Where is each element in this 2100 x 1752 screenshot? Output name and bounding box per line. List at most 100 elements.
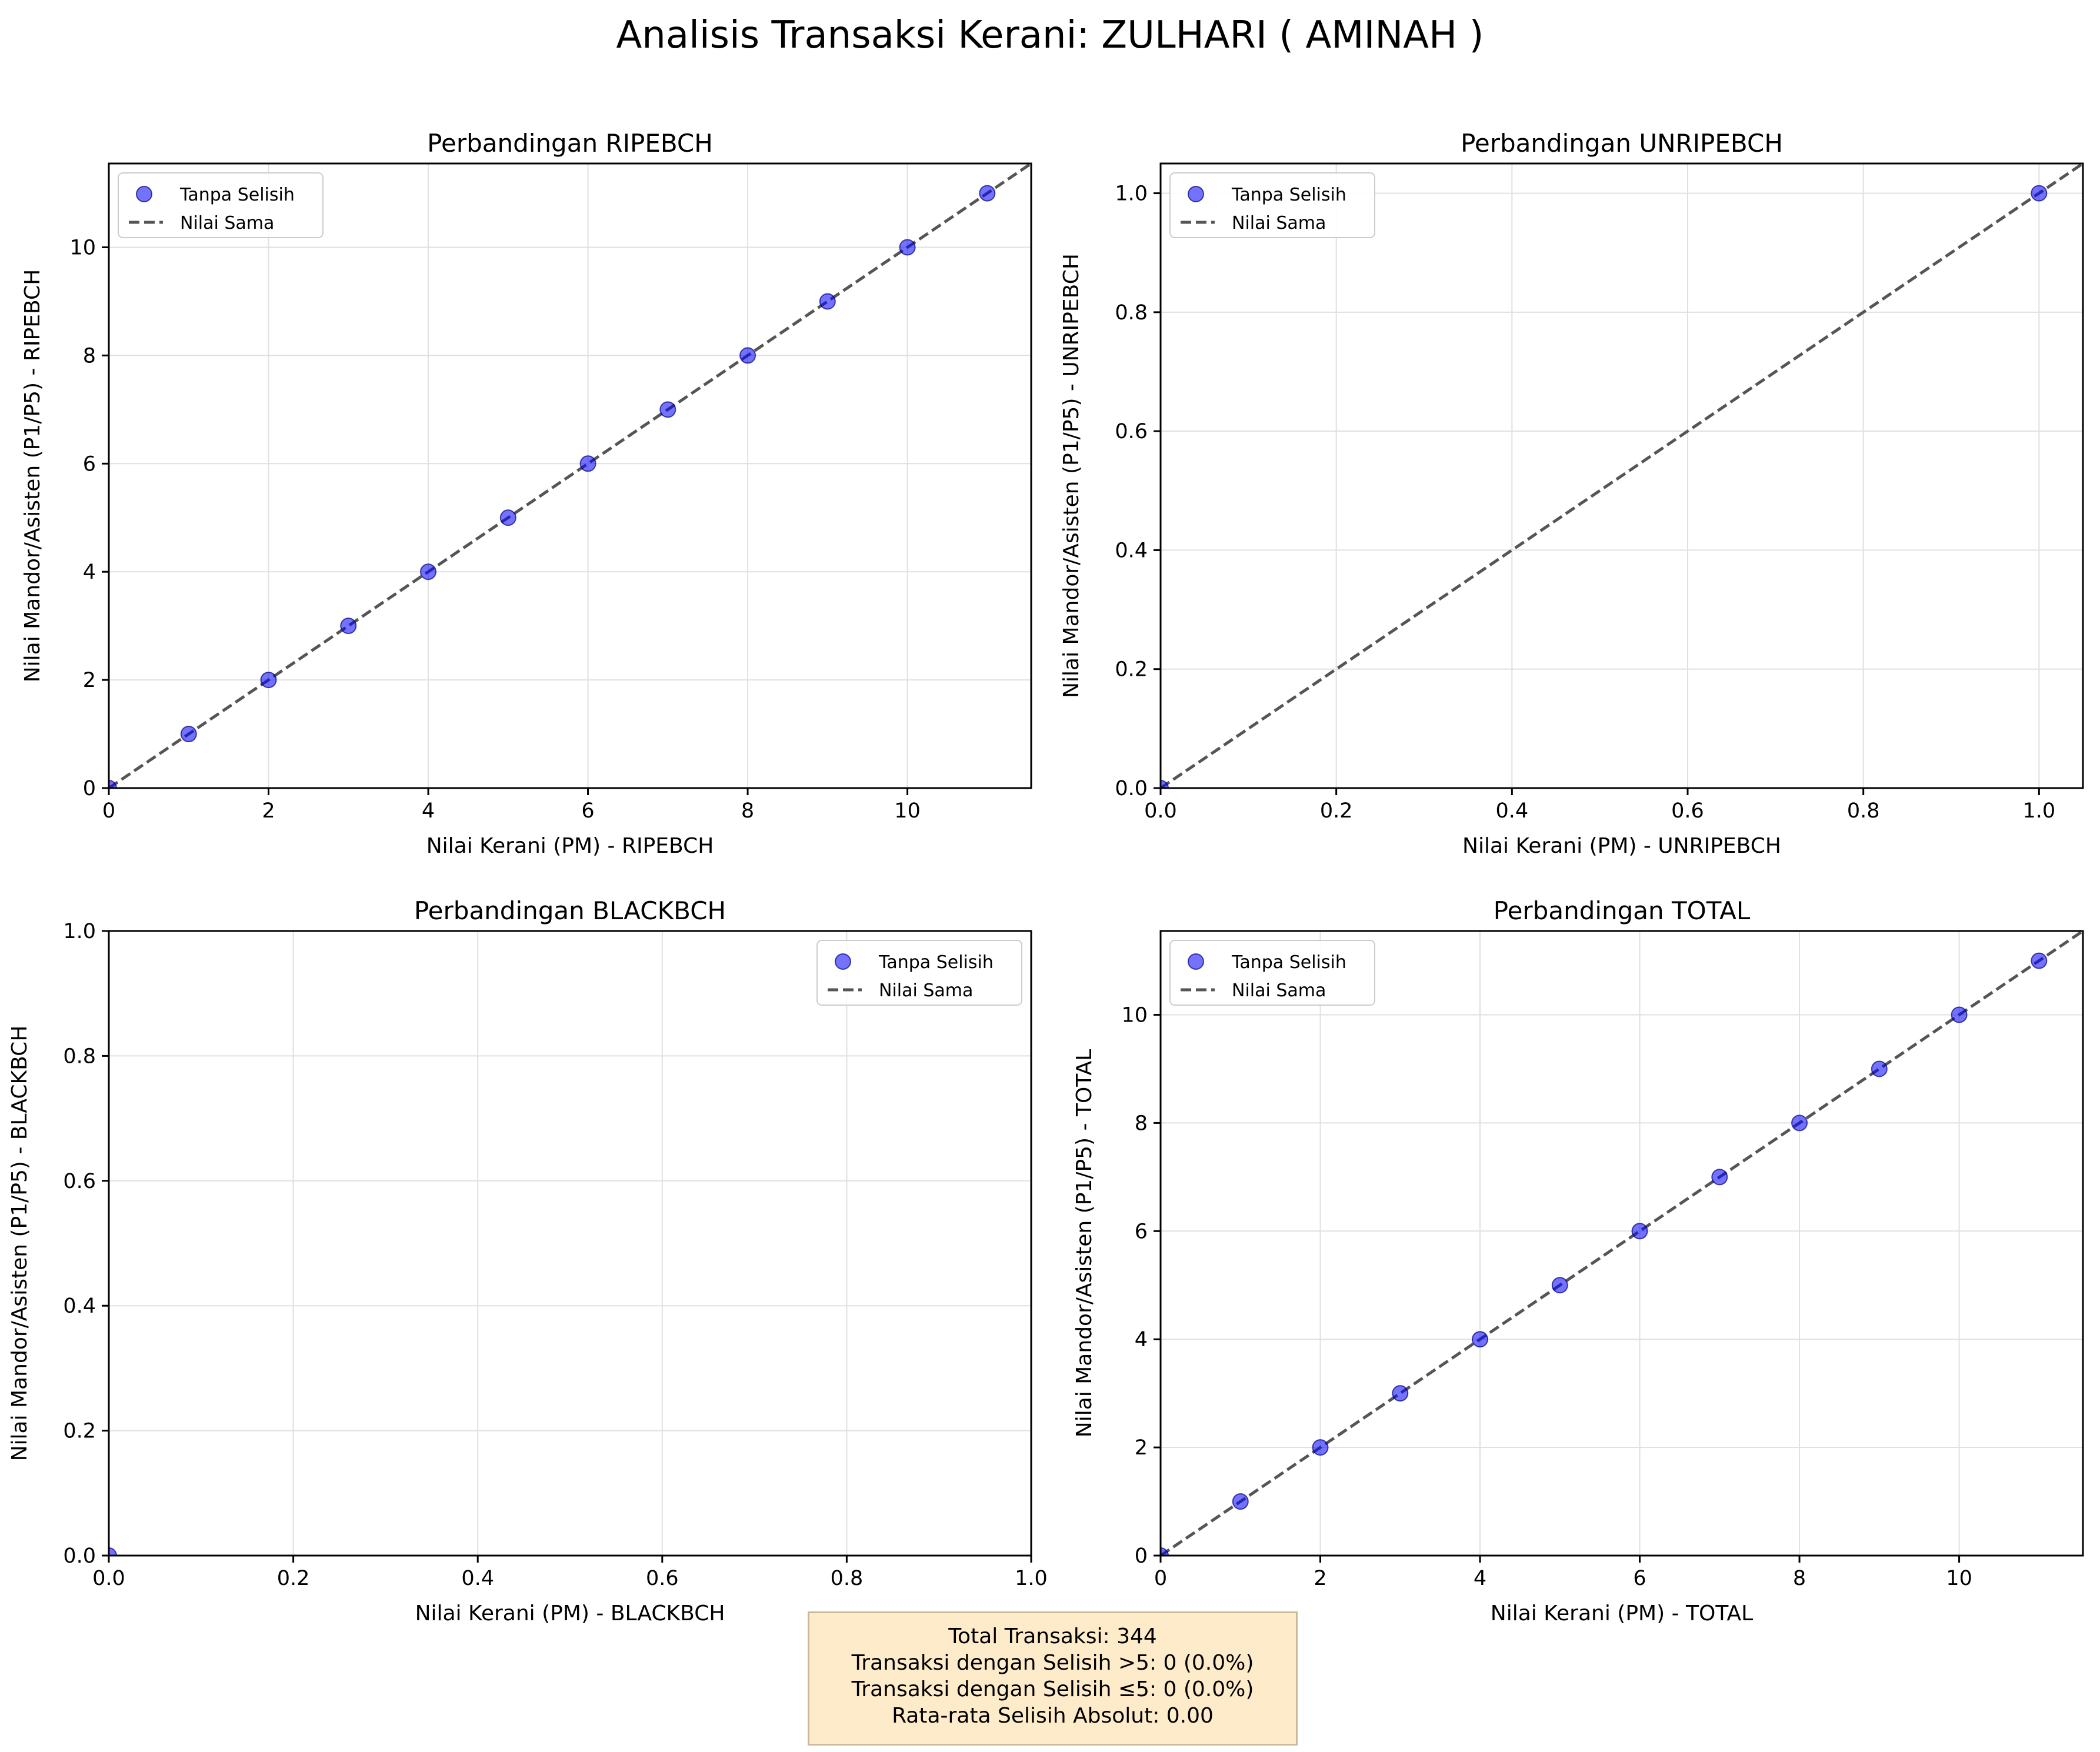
data-point [2031, 952, 2048, 969]
y-tick-label: 2 [83, 669, 96, 692]
data-point [1392, 1385, 1409, 1402]
y-tick-label: 0.0 [63, 1544, 96, 1568]
y-tick-label: 0 [83, 777, 96, 800]
legend-marker-points [136, 186, 152, 202]
y-tick-label: 10 [1121, 1004, 1148, 1027]
summary-stats-box: Total Transaksi: 344 Transaksi dengan Se… [808, 1611, 1298, 1746]
legend-label-line: Nilai Sama [180, 213, 274, 233]
x-axis-label: Nilai Kerani (PM) - TOTAL [1491, 1601, 1753, 1626]
x-tick-label: 0.8 [1847, 799, 1880, 823]
data-point [109, 1547, 117, 1556]
y-tick-label: 0.4 [63, 1294, 96, 1318]
x-tick-label: 2 [262, 799, 275, 823]
stat-diff-at-most-5: Transaksi dengan Selisih ≤5: 0 (0.0%) [851, 1677, 1254, 1701]
y-axis-label: Nilai Mandor/Asisten (P1/P5) - TOTAL [1072, 1049, 1096, 1437]
x-tick-label: 4 [1474, 1567, 1486, 1590]
x-tick-label: 1.0 [2022, 799, 2055, 823]
x-tick-label: 0.0 [92, 1567, 125, 1590]
data-point [109, 780, 117, 788]
y-tick-label: 10 [69, 236, 96, 260]
legend: Tanpa Selisih Nilai Sama [1169, 172, 1375, 238]
data-point [979, 185, 996, 202]
x-tick-label: 0.6 [646, 1567, 679, 1590]
data-point [1472, 1331, 1489, 1348]
data-point [260, 672, 277, 689]
y-axis-label: Nilai Mandor/Asisten (P1/P5) - RIPEBCH [21, 269, 45, 683]
legend-label-points: Tanpa Selisih [1231, 952, 1346, 973]
y-tick-label: 0.8 [1115, 301, 1148, 325]
x-tick-label: 0 [1154, 1567, 1167, 1590]
legend-label-line: Nilai Sama [1232, 213, 1326, 233]
x-tick-label: 4 [422, 799, 435, 823]
chart-panel-1: 0 2 4 6 8 10 0 2 4 6 8 10 Perbandingan RIPEBCH Nilai … [21, 129, 1032, 858]
data-point [1312, 1439, 1329, 1456]
x-tick-label: 10 [894, 799, 921, 823]
data-point [579, 455, 596, 472]
y-axis-label: Nilai Mandor/Asisten (P1/P5) - UNRIPEBCH [1059, 253, 1084, 698]
x-tick-label: 0.0 [1144, 799, 1177, 823]
data-point [499, 509, 516, 526]
y-tick-label: 2 [1135, 1436, 1148, 1460]
y-tick-label: 0.2 [1115, 658, 1148, 682]
data-point [899, 239, 916, 256]
legend-label-points: Tanpa Selisih [179, 185, 295, 205]
x-tick-label: 8 [1793, 1567, 1806, 1590]
data-point [180, 726, 197, 743]
data-point [1161, 1547, 1169, 1556]
x-tick-label: 0 [102, 799, 115, 823]
data-point [1951, 1006, 1968, 1023]
legend: Tanpa Selisih Nilai Sama [1169, 940, 1375, 1006]
figure-title: Analisis Transaksi Kerani: ZULHARI ( AMI… [616, 14, 1484, 57]
x-tick-label: 0.4 [1495, 799, 1528, 823]
y-tick-label: 8 [83, 344, 96, 368]
y-tick-label: 4 [83, 560, 96, 584]
axes-frame [108, 162, 1032, 789]
legend-box [118, 172, 324, 238]
panel-title: Perbandingan UNRIPEBCH [1461, 129, 1783, 158]
data-point [1161, 780, 1169, 788]
axes-frame [1159, 930, 2084, 1557]
legend-marker-points [1188, 186, 1204, 202]
x-axis-label: Nilai Kerani (PM) - UNRIPEBCH [1462, 834, 1781, 858]
data-point [1551, 1277, 1568, 1294]
y-tick-label: 0.6 [1115, 420, 1148, 443]
data-point [739, 347, 756, 364]
y-tick-label: 0.2 [63, 1420, 96, 1443]
y-axis-label: Nilai Mandor/Asisten (P1/P5) - BLACKBCH [8, 1026, 32, 1461]
legend-box [1169, 940, 1375, 1006]
x-axis-label: Nilai Kerani (PM) - BLACKBCH [415, 1601, 725, 1626]
y-tick-label: 0.4 [1115, 539, 1148, 562]
x-tick-label: 1.0 [1015, 1567, 1048, 1590]
reference-line [1161, 163, 2083, 788]
legend-label-points: Tanpa Selisih [878, 952, 994, 973]
legend-box [1169, 172, 1375, 238]
legend-marker-points [1188, 953, 1204, 970]
x-tick-label: 0.6 [1671, 799, 1704, 823]
data-point [1631, 1223, 1648, 1240]
legend: Tanpa Selisih Nilai Sama [118, 172, 324, 238]
data-point [1711, 1169, 1728, 1186]
y-tick-label: 1.0 [63, 920, 96, 943]
y-tick-label: 8 [1135, 1112, 1148, 1135]
data-point [1871, 1060, 1888, 1077]
legend: Tanpa Selisih Nilai Sama [816, 940, 1022, 1006]
x-tick-label: 0.8 [831, 1567, 864, 1590]
stat-diff-above-5: Transaksi dengan Selisih >5: 0 (0.0%) [851, 1651, 1254, 1675]
x-tick-label: 0.2 [1320, 799, 1353, 823]
panel-title: Perbandingan RIPEBCH [427, 129, 713, 158]
y-tick-label: 0.6 [63, 1170, 96, 1193]
panel-title: Perbandingan TOTAL [1494, 896, 1751, 925]
legend-marker-points [835, 953, 851, 970]
legend-label-line: Nilai Sama [1232, 980, 1326, 1001]
y-tick-label: 4 [1135, 1328, 1148, 1351]
chart-panel-2: 0.0 0.2 0.4 0.6 0.8 1.0 0.0 0.2 0.4 0.6 0.8 1.0 Perb… [1059, 129, 2084, 858]
data-point [659, 401, 676, 418]
legend-label-points: Tanpa Selisih [1231, 185, 1346, 205]
y-tick-label: 0.8 [63, 1044, 96, 1068]
chart-panel-3: 0.0 0.2 0.4 0.6 0.8 1.0 0.0 0.2 0.4 0.6 0.8 1.0 Perb… [8, 896, 1048, 1626]
data-point [340, 618, 357, 635]
reference-line [1161, 931, 2083, 1556]
data-point [420, 563, 437, 580]
y-tick-label: 0.0 [1115, 777, 1148, 800]
